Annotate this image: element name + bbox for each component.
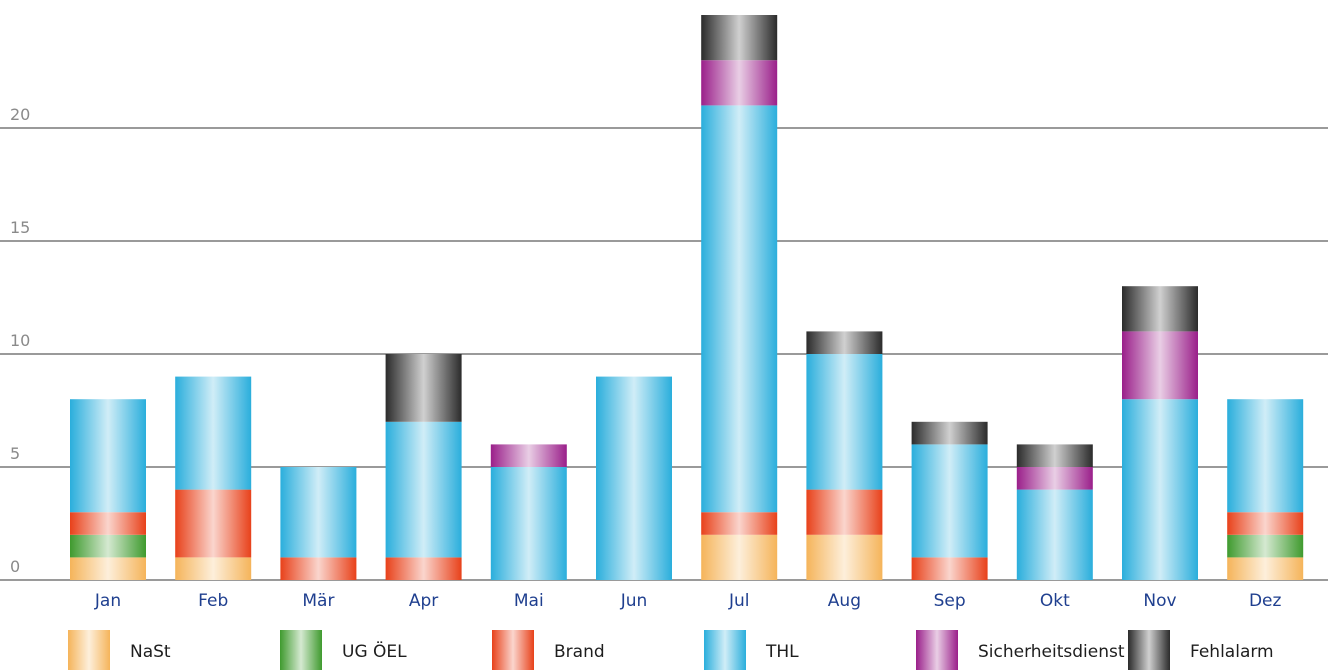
category-labels: Jan Feb Mär Apr Mai Jun Jul Aug Sep Okt Nov Dez	[94, 591, 1282, 611]
x-tick-label-maer: Mär	[302, 591, 334, 611]
legend-label-brand: Brand	[554, 642, 605, 662]
legend-item-brand: Brand	[492, 630, 605, 670]
legend-swatch-fehlalarm	[1128, 630, 1170, 670]
legend-label-ug-oeel: UG ÖEL	[342, 640, 407, 662]
legend-swatch-ug-oeel	[280, 630, 322, 670]
bar-jan-ug-oeel	[70, 534, 146, 558]
bar-aug-nast	[806, 534, 883, 580]
bar-jul-nast	[701, 534, 778, 580]
bar-sep-brand	[911, 557, 988, 580]
bar-aug-fehlalarm	[806, 331, 883, 354]
grid-layer: 0 5 10 15 20	[0, 105, 1328, 581]
y-tick-label-5: 5	[10, 444, 20, 463]
legend: NaSt UG ÖEL Brand THL Sicherheitsdienst Fehla…	[68, 630, 1274, 670]
bar-apr-brand	[385, 557, 462, 580]
bar-jan-nast	[70, 557, 146, 580]
bar-feb-brand	[175, 489, 252, 558]
bar-okt-sicherheitsdienst	[1016, 467, 1093, 490]
x-tick-label-feb: Feb	[198, 591, 228, 611]
bar-okt-thl	[1016, 489, 1093, 580]
bar-okt-fehlalarm	[1016, 444, 1093, 467]
bar-maer-brand	[280, 557, 357, 580]
y-tick-label-10: 10	[10, 331, 30, 350]
bar-sep-thl	[911, 444, 988, 558]
x-tick-label-jan: Jan	[94, 591, 121, 611]
x-tick-label-nov: Nov	[1143, 591, 1176, 611]
legend-label-nast: NaSt	[130, 642, 171, 662]
bar-jan-thl	[70, 399, 146, 513]
legend-swatch-nast	[68, 630, 110, 670]
legend-item-sicherheitsdienst: Sicherheitsdienst	[916, 630, 1125, 670]
bar-jul-thl	[701, 105, 778, 513]
bar-layer	[70, 15, 1304, 580]
legend-item-thl: THL	[704, 630, 799, 670]
bar-aug-thl	[806, 354, 883, 490]
bar-mai-thl	[490, 467, 567, 580]
y-tick-label-0: 0	[10, 557, 20, 576]
bar-sep-fehlalarm	[911, 421, 988, 445]
bar-mai-sicherheitsdienst	[490, 444, 567, 467]
bar-jul-brand	[701, 512, 778, 535]
bar-jun-thl	[596, 376, 672, 580]
bar-apr-thl	[385, 421, 462, 558]
x-tick-label-mai: Mai	[514, 591, 544, 611]
bar-apr-fehlalarm	[385, 354, 462, 422]
x-tick-label-jul: Jul	[728, 591, 750, 611]
y-tick-label-15: 15	[10, 218, 30, 237]
bar-maer-thl	[280, 467, 357, 558]
bar-dez-brand	[1227, 512, 1304, 535]
bar-dez-ug-oeel	[1227, 534, 1304, 558]
bar-dez-thl	[1227, 399, 1304, 513]
legend-label-fehlalarm: Fehlalarm	[1190, 642, 1274, 662]
bar-nov-sicherheitsdienst	[1122, 331, 1198, 400]
y-tick-label-20: 20	[10, 105, 30, 124]
bar-aug-brand	[806, 489, 883, 535]
legend-swatch-sicherheitsdienst	[916, 630, 958, 670]
x-tick-label-apr: Apr	[409, 591, 438, 611]
legend-label-thl: THL	[765, 642, 799, 662]
bar-feb-nast	[175, 557, 252, 580]
bar-nov-thl	[1122, 399, 1198, 580]
legend-item-nast: NaSt	[68, 630, 171, 670]
x-tick-label-aug: Aug	[828, 591, 861, 611]
bar-feb-thl	[175, 376, 252, 490]
legend-swatch-thl	[704, 630, 746, 670]
x-tick-label-okt: Okt	[1040, 591, 1070, 611]
bar-jan-brand	[70, 512, 146, 535]
x-tick-label-dez: Dez	[1249, 591, 1282, 611]
bar-jul-fehlalarm	[701, 15, 778, 61]
x-tick-label-jun: Jun	[620, 591, 648, 611]
legend-label-sicherheitsdienst: Sicherheitsdienst	[978, 642, 1125, 662]
bar-jul-sicherheitsdienst	[701, 60, 778, 106]
bar-nov-fehlalarm	[1122, 286, 1198, 332]
legend-item-ug-oeel: UG ÖEL	[280, 630, 407, 670]
bar-dez-nast	[1227, 557, 1304, 580]
legend-item-fehlalarm: Fehlalarm	[1128, 630, 1274, 670]
x-tick-label-sep: Sep	[934, 591, 966, 611]
legend-swatch-brand	[492, 630, 534, 670]
